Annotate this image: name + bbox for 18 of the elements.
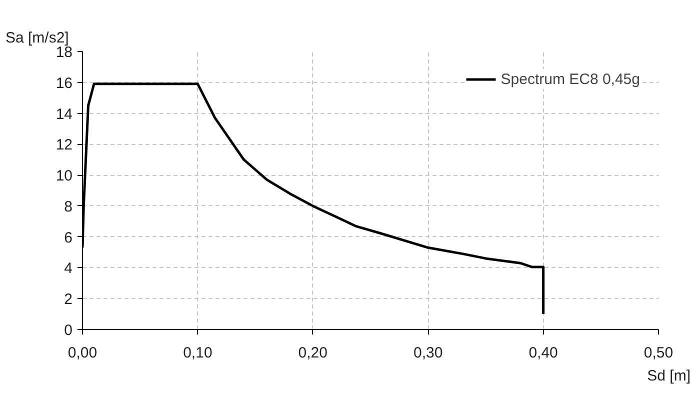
x-tick-label: 0,30 <box>414 344 443 362</box>
y-tick-label: 2 <box>64 291 72 308</box>
x-tick-label: 0,40 <box>528 344 558 362</box>
x-axis-title: Sd [m] <box>647 368 691 384</box>
y-tick-label: 8 <box>64 198 72 216</box>
y-tick-label: 0 <box>64 322 72 339</box>
y-tick-label: 10 <box>56 168 73 185</box>
y-tick-label: 12 <box>56 136 73 154</box>
legend-label: Spectrum EC8 0,45g <box>500 70 640 88</box>
x-tick-label: 0,00 <box>68 344 98 362</box>
x-tick-label: 0,10 <box>183 344 212 362</box>
y-tick-label: 4 <box>64 260 72 278</box>
x-tick-label: 0,50 <box>644 344 674 362</box>
y-tick-label: 14 <box>56 106 73 123</box>
x-tick-label: 0,20 <box>298 344 328 362</box>
y-tick-label: 16 <box>56 74 73 92</box>
y-axis-title: Sa [m/s2] <box>6 30 69 46</box>
y-tick-label: 6 <box>64 229 72 246</box>
